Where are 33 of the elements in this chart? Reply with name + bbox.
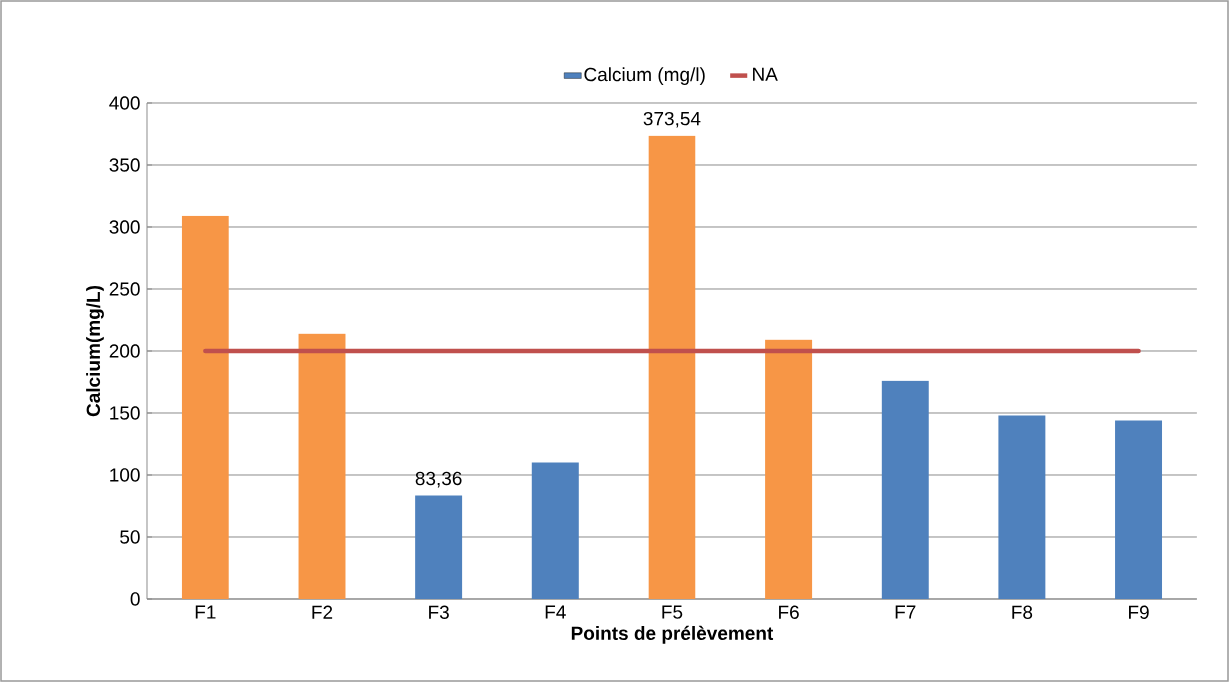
y-axis-title: Calcium(mg/L) [86, 285, 104, 417]
x-tick-label: F7 [895, 605, 916, 619]
x-tick-label: F9 [1129, 605, 1149, 619]
y-tick-label: 100 [110, 468, 140, 482]
x-tick-label: F3 [429, 605, 449, 619]
legend-label: NA [753, 67, 778, 81]
x-tick-label: F2 [312, 605, 333, 619]
x-tick-label: F5 [662, 605, 683, 619]
data-label: 83,36 [415, 471, 462, 488]
x-tick-label: F6 [779, 605, 799, 619]
bar [765, 339, 813, 599]
y-tick-label: 400 [109, 96, 140, 110]
bar [998, 415, 1046, 599]
x-axis-title: Points de prélèvement [571, 625, 774, 644]
y-tick-label: 150 [110, 406, 140, 420]
bar [415, 495, 463, 599]
x-tick-label: F1 [195, 605, 216, 619]
bar [1115, 420, 1163, 599]
y-tick-label: 200 [109, 344, 140, 358]
y-tick-label: 350 [109, 158, 140, 172]
data-label: 373,54 [643, 111, 701, 128]
legend-label: Calcium (mg/l) [584, 67, 705, 85]
bar [531, 462, 579, 599]
x-tick-label: F8 [1012, 605, 1033, 619]
y-tick-label: 250 [109, 282, 140, 296]
y-tick-label: 0 [130, 592, 140, 606]
bar [181, 215, 229, 599]
bar [648, 135, 696, 599]
bar [298, 333, 346, 599]
y-tick-label: 300 [109, 220, 140, 234]
bar [881, 380, 929, 599]
x-tick-label: F4 [545, 605, 566, 619]
y-tick-label: 50 [120, 530, 140, 544]
